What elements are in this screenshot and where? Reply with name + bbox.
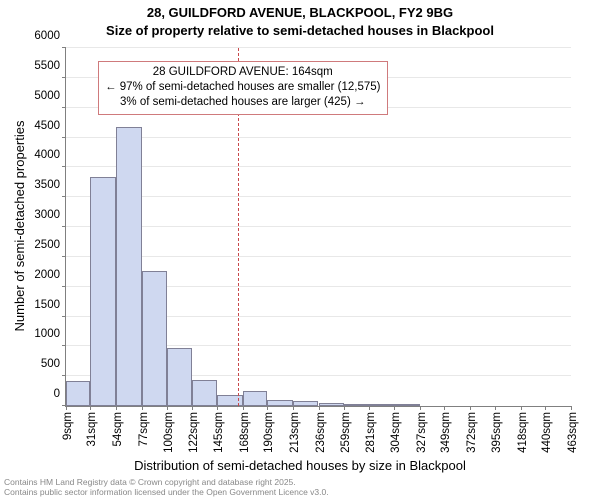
y-tick: 5500 (34, 60, 66, 72)
x-tick: 327sqm (416, 412, 428, 453)
y-tick: 4500 (34, 120, 66, 132)
plot-area: 0500100015002000250030003500400045005000… (65, 48, 571, 407)
x-tick: 395sqm (491, 412, 503, 453)
y-tick: 500 (41, 358, 66, 370)
x-tick: 281sqm (365, 412, 377, 453)
histogram-bar (142, 271, 168, 406)
x-tick: 122sqm (188, 412, 200, 453)
annot-line-2: ← 97% of semi-detached houses are smalle… (105, 80, 381, 95)
histogram-bar (167, 348, 191, 406)
x-tick: 236sqm (315, 412, 327, 453)
x-tick: 349sqm (440, 412, 452, 453)
y-axis-label: Number of semi-detached properties (12, 121, 27, 332)
x-tick: 9sqm (62, 412, 74, 440)
y-tick: 1000 (34, 328, 66, 340)
histogram-bar (394, 404, 420, 406)
histogram-bar (293, 401, 319, 406)
y-tick: 2000 (34, 269, 66, 281)
histogram-bar (319, 403, 345, 406)
y-tick: 6000 (34, 30, 66, 42)
x-tick: 304sqm (390, 412, 402, 453)
y-tick: 3000 (34, 209, 66, 221)
x-tick: 168sqm (239, 412, 251, 453)
histogram-bar (369, 404, 395, 406)
y-tick: 5000 (34, 90, 66, 102)
x-tick: 463sqm (567, 412, 579, 453)
histogram-bar (192, 380, 218, 406)
x-axis-label: Distribution of semi-detached houses by … (0, 458, 600, 473)
histogram-bar (66, 381, 90, 406)
histogram-bar (243, 391, 267, 406)
y-tick: 0 (54, 388, 66, 400)
x-tick: 372sqm (466, 412, 478, 453)
x-tick: 77sqm (138, 412, 150, 447)
histogram-bar (90, 177, 116, 406)
annot-line-3: 3% of semi-detached houses are larger (4… (105, 95, 381, 110)
x-tick: 190sqm (263, 412, 275, 453)
x-tick: 213sqm (289, 412, 301, 453)
y-tick: 1500 (34, 299, 66, 311)
x-tick: 54sqm (112, 412, 124, 447)
histogram-bar (116, 127, 142, 406)
histogram-bar (267, 400, 293, 406)
x-tick: 31sqm (86, 412, 98, 447)
footer-attribution: Contains HM Land Registry data © Crown c… (4, 478, 329, 498)
x-tick: 259sqm (340, 412, 352, 453)
histogram-bar (344, 404, 368, 406)
annotation-box: 28 GUILDFORD AVENUE: 164sqm ← 97% of sem… (98, 61, 388, 115)
x-tick: 145sqm (213, 412, 225, 453)
y-tick: 4000 (34, 149, 66, 161)
x-tick: 100sqm (163, 412, 175, 453)
chart-title-2: Size of property relative to semi-detach… (0, 22, 600, 40)
y-tick: 2500 (34, 239, 66, 251)
x-tick: 418sqm (517, 412, 529, 453)
chart-title-1: 28, GUILDFORD AVENUE, BLACKPOOL, FY2 9BG (0, 4, 600, 22)
x-tick: 440sqm (541, 412, 553, 453)
annot-line-1: 28 GUILDFORD AVENUE: 164sqm (105, 65, 381, 80)
y-tick: 3500 (34, 179, 66, 191)
